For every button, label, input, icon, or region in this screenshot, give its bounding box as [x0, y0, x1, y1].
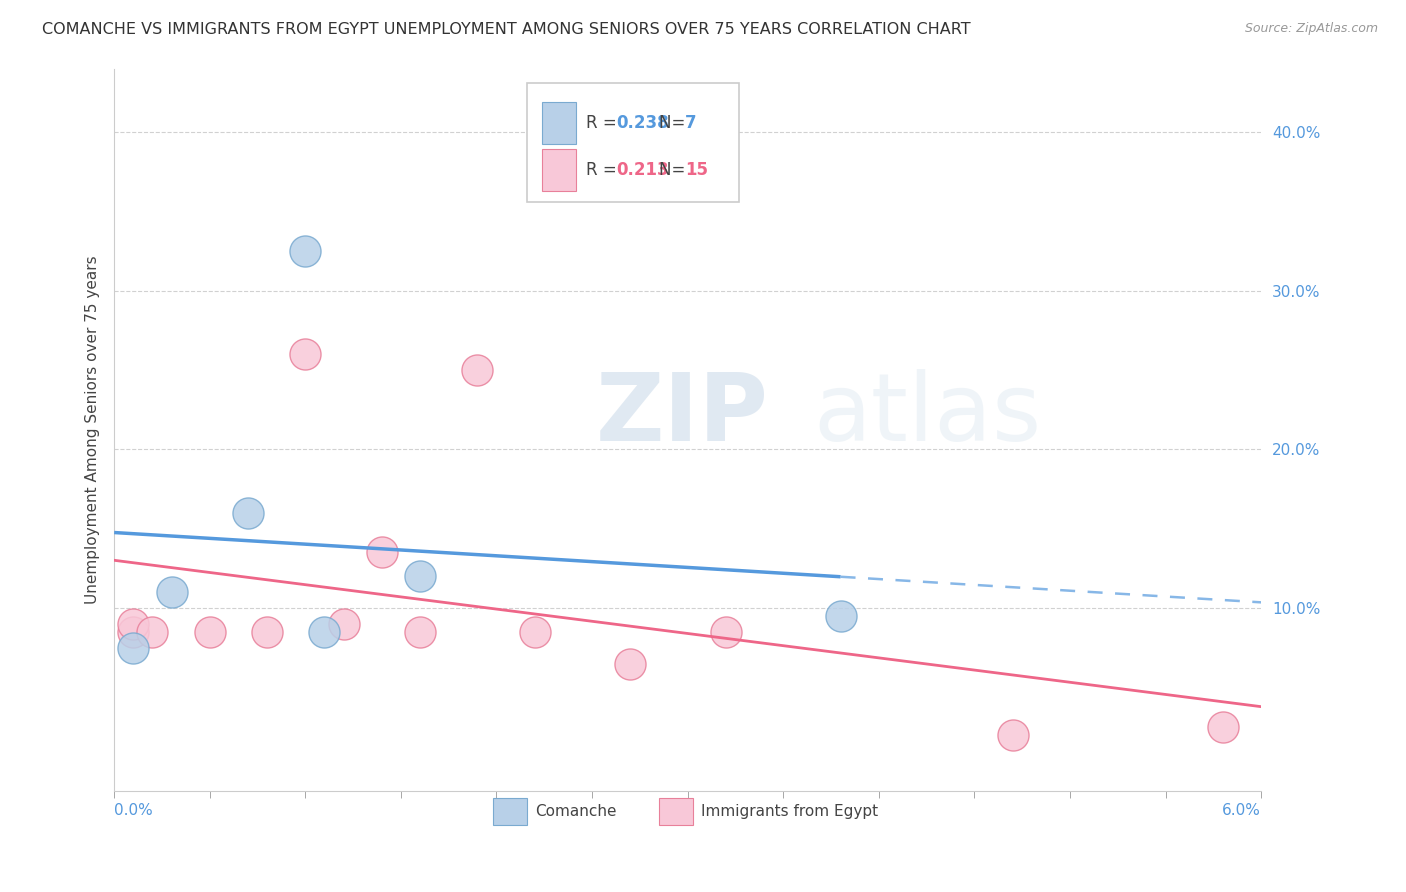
- FancyBboxPatch shape: [527, 83, 740, 202]
- FancyBboxPatch shape: [541, 103, 576, 145]
- Text: 0.0%: 0.0%: [114, 803, 153, 818]
- Point: [409, 569, 432, 583]
- Text: Comanche: Comanche: [536, 804, 617, 819]
- Point: [122, 640, 145, 655]
- Text: atlas: atlas: [814, 369, 1042, 461]
- Point: [294, 244, 316, 258]
- Point: [371, 545, 394, 559]
- Point: [160, 585, 183, 599]
- Point: [409, 624, 432, 639]
- Text: 0.213: 0.213: [617, 161, 669, 179]
- Point: [314, 624, 336, 639]
- Text: 6.0%: 6.0%: [1222, 803, 1261, 818]
- Text: N=: N=: [659, 161, 690, 179]
- Point: [198, 624, 221, 639]
- Point: [141, 624, 163, 639]
- Y-axis label: Unemployment Among Seniors over 75 years: Unemployment Among Seniors over 75 years: [86, 255, 100, 604]
- FancyBboxPatch shape: [659, 797, 693, 825]
- Text: R =: R =: [585, 161, 621, 179]
- Point: [467, 363, 489, 377]
- Point: [1001, 728, 1024, 742]
- Text: Source: ZipAtlas.com: Source: ZipAtlas.com: [1244, 22, 1378, 36]
- Point: [122, 624, 145, 639]
- Point: [256, 624, 278, 639]
- Point: [332, 616, 354, 631]
- Text: 0.238: 0.238: [617, 114, 669, 132]
- FancyBboxPatch shape: [492, 797, 527, 825]
- Point: [122, 616, 145, 631]
- Text: ZIP: ZIP: [596, 369, 769, 461]
- Text: R =: R =: [585, 114, 621, 132]
- Text: N=: N=: [659, 114, 690, 132]
- Point: [1212, 720, 1234, 734]
- Point: [236, 506, 259, 520]
- Point: [714, 624, 737, 639]
- Text: 7: 7: [685, 114, 697, 132]
- FancyBboxPatch shape: [541, 149, 576, 191]
- Point: [830, 609, 852, 624]
- Text: 15: 15: [685, 161, 709, 179]
- Text: COMANCHE VS IMMIGRANTS FROM EGYPT UNEMPLOYMENT AMONG SENIORS OVER 75 YEARS CORRE: COMANCHE VS IMMIGRANTS FROM EGYPT UNEMPL…: [42, 22, 970, 37]
- Text: Immigrants from Egypt: Immigrants from Egypt: [702, 804, 879, 819]
- Point: [523, 624, 546, 639]
- Point: [619, 657, 641, 671]
- Point: [294, 347, 316, 361]
